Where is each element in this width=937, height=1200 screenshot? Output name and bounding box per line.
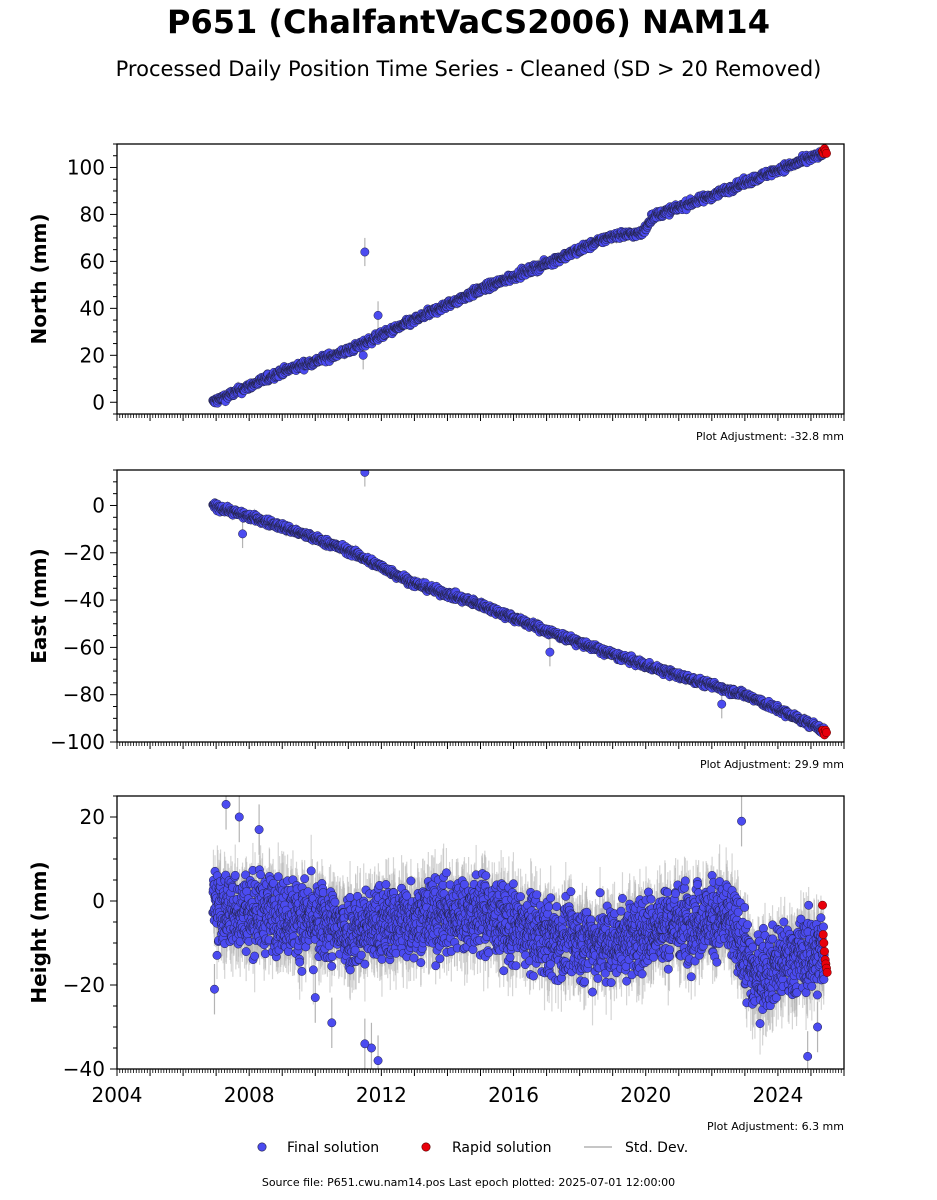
final-outlier-point xyxy=(358,350,368,360)
y-tick-label: 0 xyxy=(92,390,105,414)
final-outlier-point xyxy=(373,310,383,320)
plot-area xyxy=(208,470,831,740)
chart-title: P651 (ChalfantVaCS2006) NAM14 xyxy=(167,3,770,41)
y-tick-label: 20 xyxy=(80,343,105,367)
y-axis-label: North (mm) xyxy=(27,213,51,344)
rapid-point xyxy=(822,148,831,158)
final-solution-points xyxy=(208,146,829,408)
y-tick-label: 60 xyxy=(80,249,105,273)
final-solution-points xyxy=(208,470,829,738)
y-tick-label: 40 xyxy=(80,296,105,320)
rapid-solution-points xyxy=(818,144,831,158)
final-outlier-point xyxy=(360,247,370,257)
chart-subtitle: Processed Daily Position Time Series - C… xyxy=(115,57,822,81)
y-tick-label: 100 xyxy=(67,155,105,179)
panel-1: 0 20 40 60 80 100 North (mm) Plot Adjustment: -… xyxy=(27,143,845,443)
plot-adjustment-note: Plot Adjustment: -32.8 mm xyxy=(696,430,844,443)
y-tick-label: 80 xyxy=(80,202,105,226)
plot-area xyxy=(208,144,831,408)
